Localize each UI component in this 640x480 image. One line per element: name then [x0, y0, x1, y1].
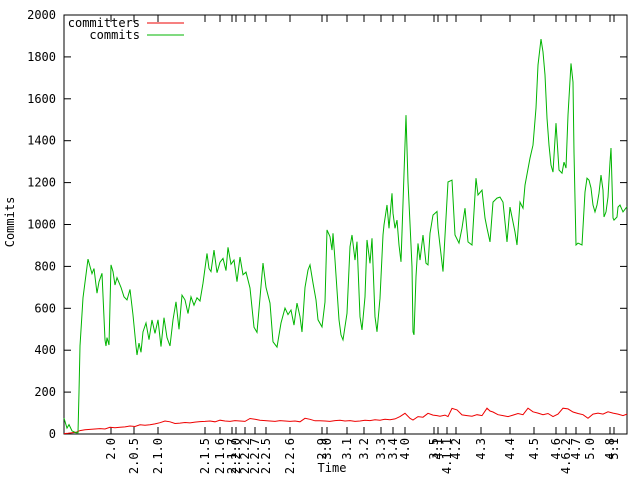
y-tick-label: 1400 — [27, 134, 56, 148]
x-tick-label: 2.2.7 — [248, 438, 262, 474]
y-tick-label: 1600 — [27, 92, 56, 106]
x-tick-label: 2.2.5 — [259, 438, 273, 474]
x-tick-label: 4.8 — [603, 438, 617, 460]
x-tick-label: 4.3 — [474, 438, 488, 460]
x-tick-label: 3.1 — [340, 438, 354, 460]
y-tick-label: 600 — [34, 301, 56, 315]
x-tick-label: 4.7 — [569, 438, 583, 460]
series-line-commits — [63, 39, 628, 434]
x-tick-label: 3.3 — [374, 438, 388, 460]
y-tick-label: 1000 — [27, 218, 56, 232]
x-tick-label: 4.0 — [398, 438, 412, 460]
x-axis-title: Time — [318, 461, 347, 475]
x-tick-label: 4.4 — [503, 438, 517, 460]
y-tick-label: 200 — [34, 385, 56, 399]
x-tick-label: 2.0 — [104, 438, 118, 460]
x-tick-label: 5.0 — [583, 438, 597, 460]
x-tick-label: 5.1 — [607, 438, 621, 460]
plot-border — [63, 14, 628, 435]
x-tick-label: 3.5 — [427, 438, 441, 460]
x-tick-label: 2.1.5 — [198, 438, 212, 474]
x-tick-label: 4.1 — [431, 438, 445, 460]
x-tick-label: 4.1.1 — [440, 438, 454, 474]
x-tick-label: 2.9 — [315, 438, 329, 460]
x-tick-label: 2.1.0 — [151, 438, 165, 474]
x-tick-label: 4.6.2 — [559, 438, 573, 474]
legend-label-committers: committers — [68, 16, 140, 30]
x-tick-label: 2.1.6 — [213, 438, 227, 474]
y-tick-label: 1800 — [27, 50, 56, 64]
y-tick-label: 400 — [34, 343, 56, 357]
x-tick-label: 4.6 — [549, 438, 563, 460]
legend-label-commits: commits — [89, 28, 140, 42]
series-line-committers — [63, 407, 628, 435]
x-tick-label: 2.2.6 — [283, 438, 297, 474]
series-lines — [63, 39, 628, 435]
x-axis-ticks: 2.0 2.0.5 2.1.0 2.1.5 2.1.62.1.72.2.02.2.22.… — [104, 15, 621, 474]
x-tick-label: 3.4 — [386, 438, 400, 460]
y-tick-label: 0 — [49, 427, 56, 441]
x-tick-label: 2.2.2 — [238, 438, 252, 474]
x-tick-label: 2.1.7 — [225, 438, 239, 474]
x-tick-label: 3.0 — [320, 438, 334, 460]
y-axis-ticks: 0 200 400 600 800 1000 1200 1400 1600 1800 2000 — [27, 8, 627, 441]
x-tick-label: 4.5 — [527, 438, 541, 460]
y-tick-label: 1200 — [27, 176, 56, 190]
x-tick-label: 4.2 — [449, 438, 463, 460]
x-tick-label: 2.0.5 — [127, 438, 141, 474]
x-tick-label: 2.2.0 — [229, 438, 243, 474]
y-axis-title: Commits — [3, 197, 17, 248]
y-tick-label: 2000 — [27, 8, 56, 22]
x-tick-label: 3.2 — [357, 438, 371, 460]
y-tick-label: 800 — [34, 259, 56, 273]
